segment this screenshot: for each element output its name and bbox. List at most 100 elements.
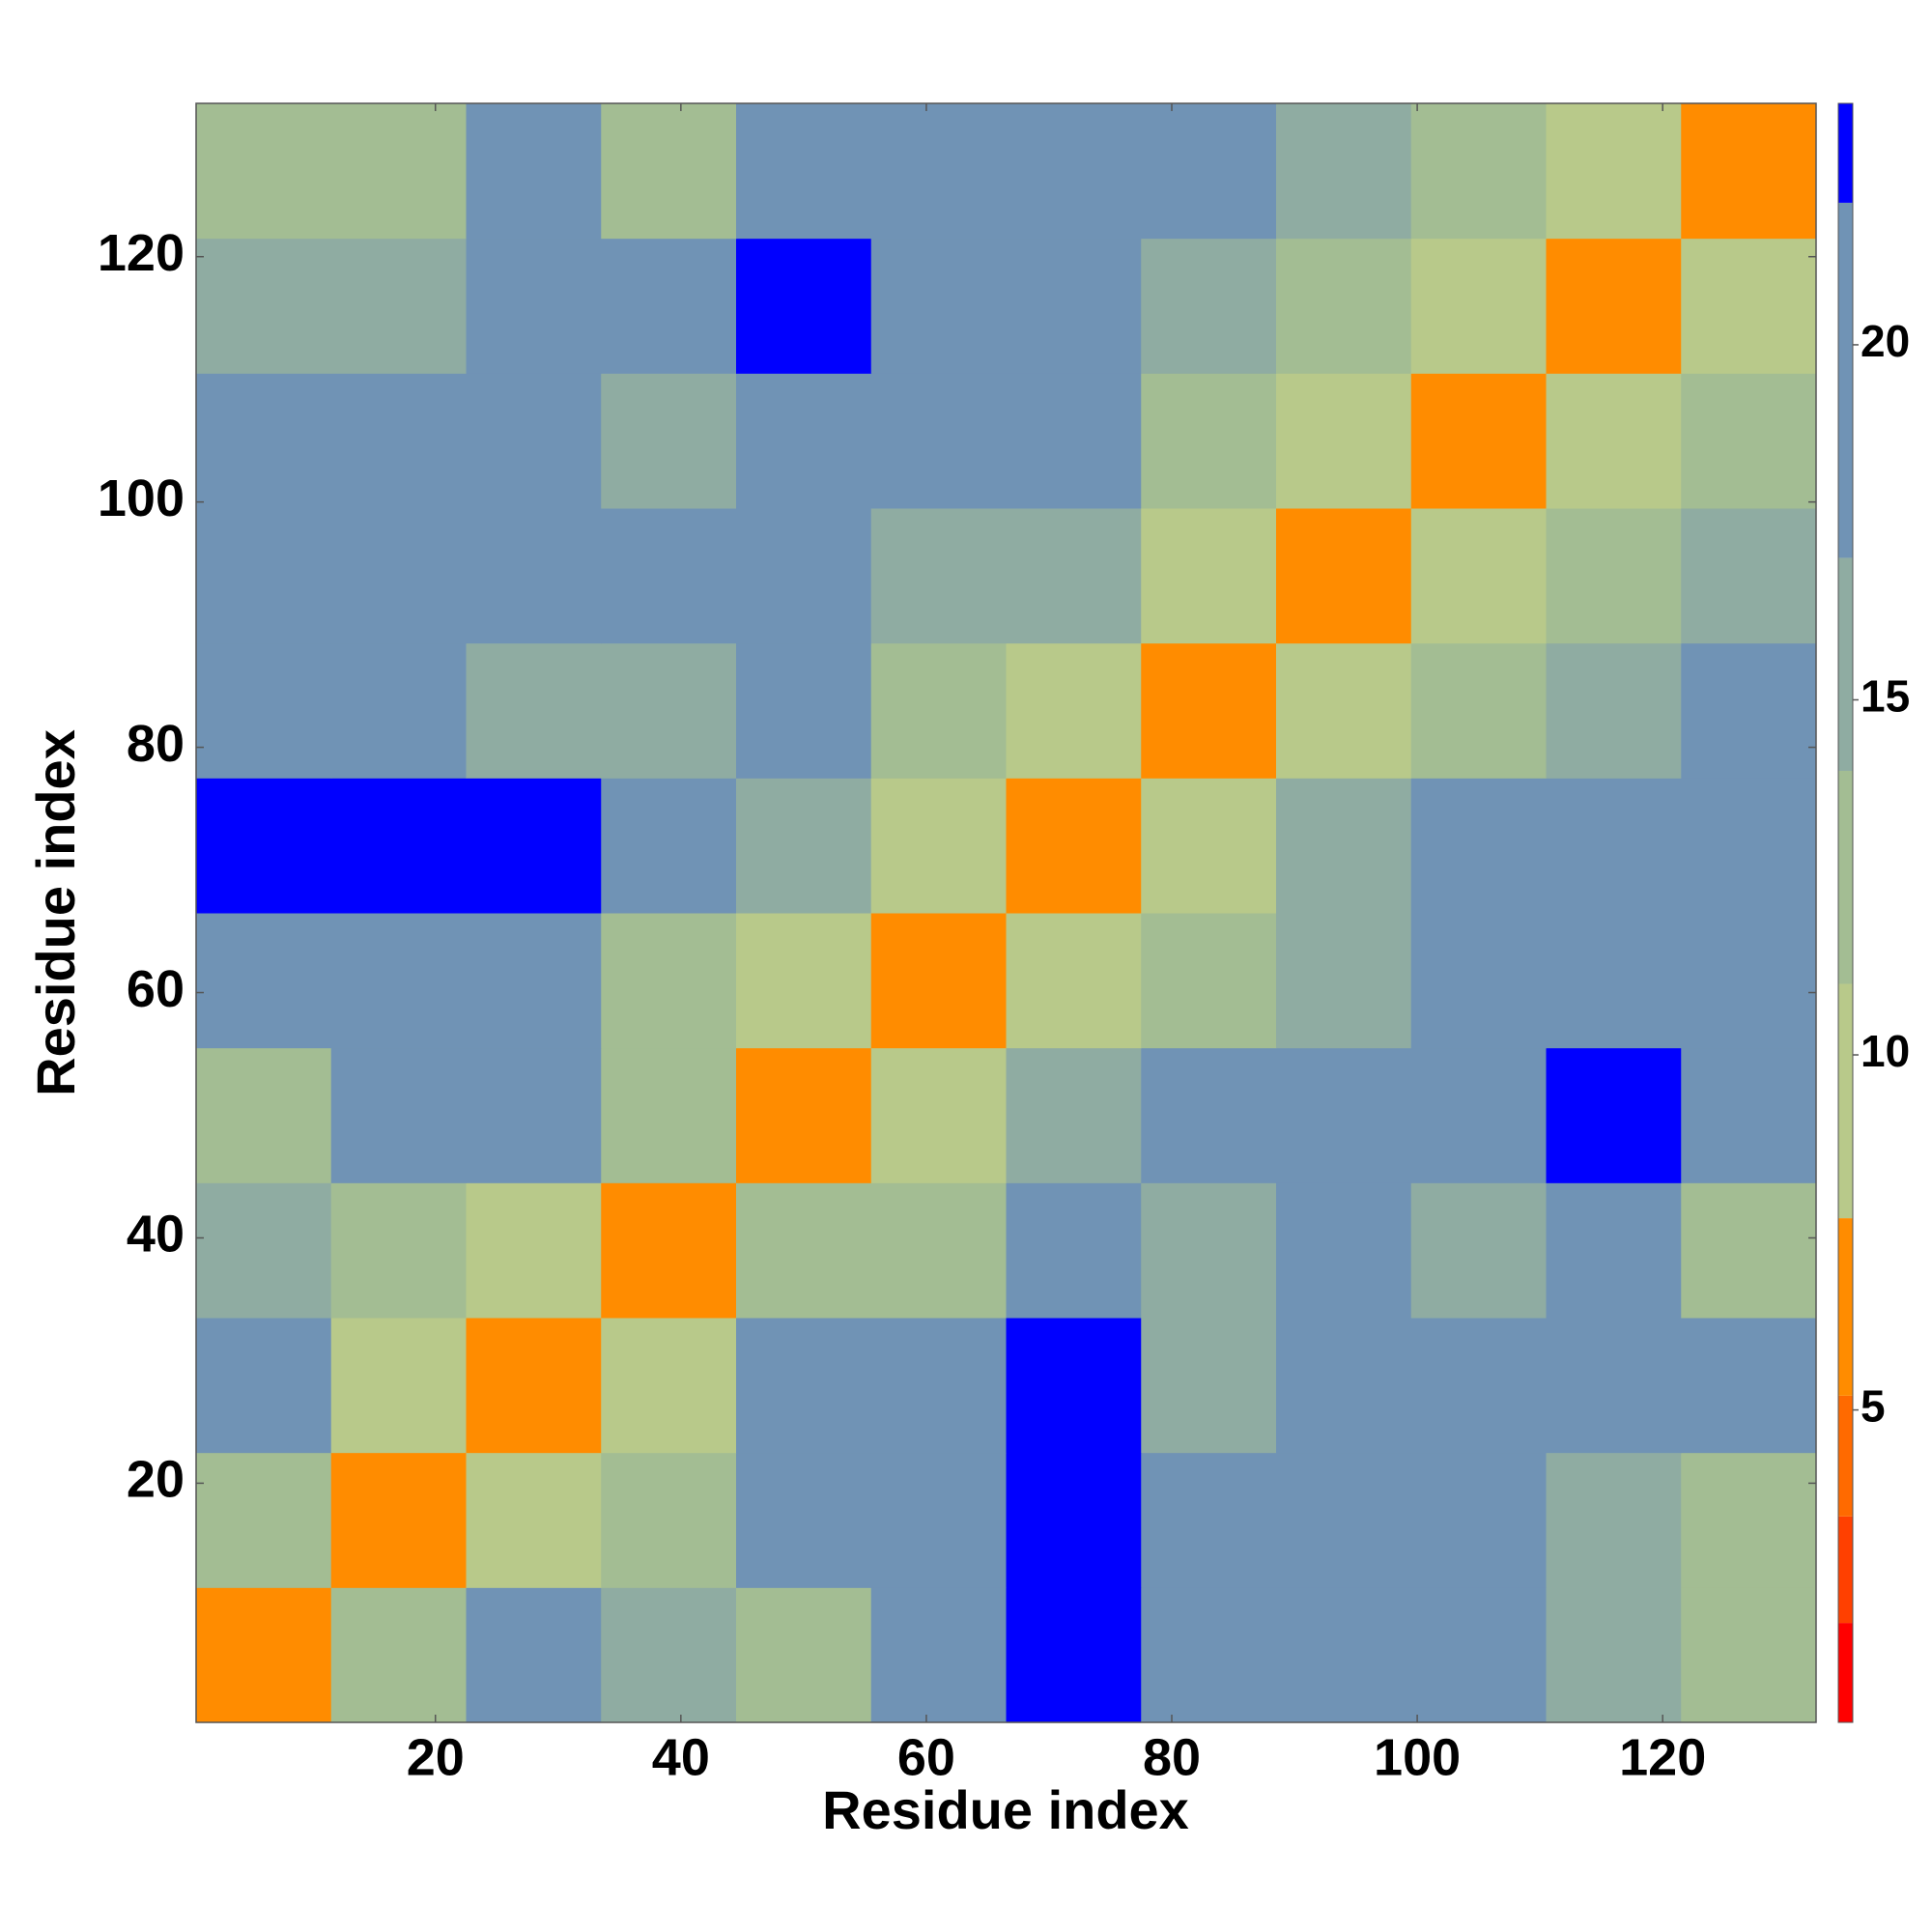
heatmap-cell (1546, 1182, 1682, 1319)
heatmap-cell (1410, 913, 1547, 1049)
heatmap-cell (1410, 1452, 1547, 1588)
heatmap-cell (196, 913, 332, 1049)
heatmap-cell (1681, 778, 1817, 914)
heatmap-cell (330, 778, 467, 914)
colorbar-band (1838, 103, 1853, 203)
heatmap-cell (1141, 1318, 1277, 1454)
heatmap-cell (330, 508, 467, 644)
heatmap-cell (196, 1182, 332, 1319)
heatmap-cell (1276, 238, 1412, 374)
colorbar-band (1838, 770, 1853, 984)
colorbar-tick-label: 20 (1861, 316, 1910, 366)
heatmap-cell (466, 913, 602, 1049)
heatmap-cell (870, 103, 1007, 240)
heatmap-cell (1546, 913, 1682, 1049)
heatmap-cell (1681, 1182, 1817, 1319)
colorbar-frame (1837, 102, 1854, 1723)
heatmap-cell (1546, 642, 1682, 779)
heatmap-cell (1006, 642, 1142, 779)
heatmap-cell (870, 642, 1007, 779)
heatmap-cell (196, 642, 332, 779)
heatmap-cell (196, 373, 332, 509)
heatmap-cell (1681, 1318, 1817, 1454)
heatmap-cell (1141, 642, 1277, 779)
heatmap-cell (466, 1587, 602, 1723)
heatmap-cell (1276, 103, 1412, 240)
heatmap-cell (1141, 508, 1277, 644)
heatmap-cell (1546, 373, 1682, 509)
heatmap-cell (330, 1587, 467, 1723)
heatmap-cell (870, 913, 1007, 1049)
x-tick-label: 80 (1143, 1728, 1201, 1786)
heatmap-cell (466, 508, 602, 644)
heatmap-cell (330, 1318, 467, 1454)
heatmap-cell (466, 373, 602, 509)
heatmap-cell (1276, 373, 1412, 509)
heatmap-cell (330, 642, 467, 779)
colorbar-band (1838, 1516, 1853, 1624)
heatmap-cell (736, 642, 872, 779)
heatmap-cell (330, 238, 467, 374)
heatmap-cell (601, 373, 737, 509)
heatmap-cell (196, 1318, 332, 1454)
heatmap-cell (330, 1452, 467, 1588)
heatmap-cell (601, 642, 737, 779)
heatmap-cell (1410, 1047, 1547, 1183)
heatmap-cell (196, 1587, 332, 1723)
heatmap-cell (1546, 1587, 1682, 1723)
heatmap-cell (1276, 642, 1412, 779)
heatmap-cell (466, 642, 602, 779)
heatmap-cell (1681, 238, 1817, 374)
colorbar-band (1838, 202, 1853, 558)
x-tick-label: 100 (1374, 1728, 1461, 1786)
heatmap-cell (1141, 103, 1277, 240)
heatmap-cell (1006, 1047, 1142, 1183)
heatmap-cell (870, 1182, 1007, 1319)
heatmap-cell (330, 913, 467, 1049)
heatmap-cell (1681, 1587, 1817, 1723)
heatmap-cell (1410, 373, 1547, 509)
heatmap-cell (330, 373, 467, 509)
heatmap-cell (1006, 1318, 1142, 1454)
heatmap-cell (1681, 373, 1817, 509)
heatmap-cell (1410, 778, 1547, 914)
heatmap-cell (1681, 913, 1817, 1049)
heatmap-cell (1006, 913, 1142, 1049)
heatmap-cell (466, 1318, 602, 1454)
colorbar-tick-label: 10 (1861, 1026, 1910, 1076)
colorbar-band (1838, 983, 1853, 1219)
heatmap-cell (601, 508, 737, 644)
heatmap-cell (330, 1182, 467, 1319)
heatmap-cell (1006, 103, 1142, 240)
heatmap-cell (736, 1182, 872, 1319)
heatmap-cell (736, 778, 872, 914)
heatmap-cell (1141, 1182, 1277, 1319)
heatmap-cell (1410, 103, 1547, 240)
heatmap-cell (1681, 642, 1817, 779)
y-axis-title: Residue index (25, 729, 86, 1096)
heatmap-cell (1410, 238, 1547, 374)
colorbar-band (1838, 1395, 1853, 1517)
heatmap-cell (736, 238, 872, 374)
heatmap-cell (1546, 1047, 1682, 1183)
heatmap-cell (196, 1452, 332, 1588)
heatmap-cell (1276, 508, 1412, 644)
heatmap-cell (1410, 1318, 1547, 1454)
heatmap-cell (196, 778, 332, 914)
heatmap-cell (1546, 508, 1682, 644)
colorbar-band (1838, 557, 1853, 771)
heatmap-cell (1276, 913, 1412, 1049)
heatmap-cell (1276, 1182, 1412, 1319)
x-tick-label: 120 (1619, 1728, 1706, 1786)
heatmap-cell (601, 238, 737, 374)
heatmap-cell (870, 1047, 1007, 1183)
heatmap-cell (601, 778, 737, 914)
heatmap-cell (870, 1318, 1007, 1454)
y-tick-label: 120 (98, 224, 185, 282)
heatmap-cell (466, 1047, 602, 1183)
heatmap-cell (1681, 508, 1817, 644)
colorbar-band (1838, 1218, 1853, 1396)
heatmap-cell (601, 1047, 737, 1183)
heatmap-cell (601, 103, 737, 240)
